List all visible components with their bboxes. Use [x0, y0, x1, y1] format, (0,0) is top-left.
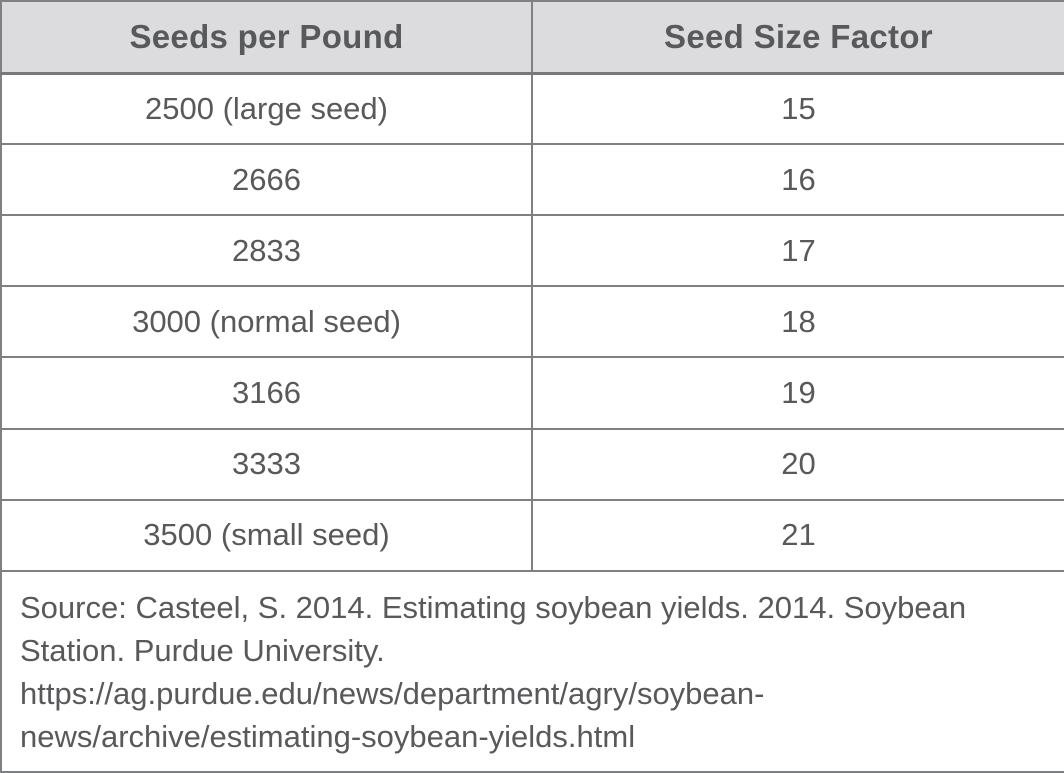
table-row: 2833 17 [0, 214, 1064, 288]
table-row: 3000 (normal seed) 18 [0, 285, 1064, 359]
seed-size-factor-value: 15 [531, 71, 1064, 146]
seed-size-factor-value: 21 [531, 498, 1064, 572]
table-row: 2666 16 [0, 143, 1064, 217]
table-row: 3166 19 [0, 356, 1064, 430]
seed-size-factor-value: 17 [531, 214, 1064, 288]
column-header-seed-size-factor: Seed Size Factor [531, 0, 1064, 75]
seeds-per-pound-value: 3500 (small seed) [0, 498, 533, 572]
seed-size-factor-value: 19 [531, 356, 1064, 430]
source-citation: Source: Casteel, S. 2014. Estimating soy… [0, 569, 1064, 773]
table-footer-row: Source: Casteel, S. 2014. Estimating soy… [0, 569, 1064, 773]
seeds-per-pound-value: 2666 [0, 143, 533, 217]
seeds-per-pound-value: 3166 [0, 356, 533, 430]
seeds-per-pound-value: 2500 (large seed) [0, 71, 533, 146]
seed-size-factor-value: 16 [531, 143, 1064, 217]
table-row: 2500 (large seed) 15 [0, 71, 1064, 146]
seed-size-factor-value: 20 [531, 427, 1064, 501]
seeds-per-pound-value: 3000 (normal seed) [0, 285, 533, 359]
seed-size-factor-value: 18 [531, 285, 1064, 359]
table-row: 3500 (small seed) 21 [0, 498, 1064, 572]
seeds-per-pound-value: 3333 [0, 427, 533, 501]
seeds-per-pound-value: 2833 [0, 214, 533, 288]
table-header-row: Seeds per Pound Seed Size Factor [0, 0, 1064, 75]
column-header-seeds-per-pound: Seeds per Pound [0, 0, 533, 75]
table-row: 3333 20 [0, 427, 1064, 501]
